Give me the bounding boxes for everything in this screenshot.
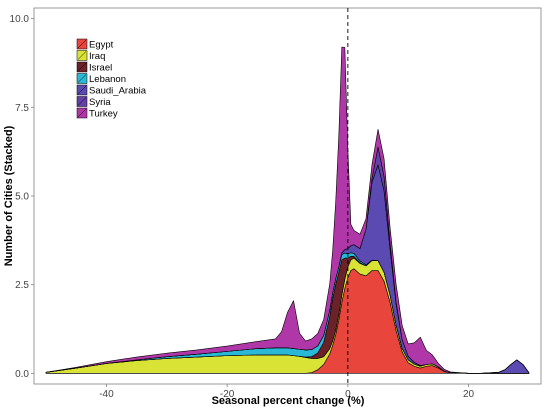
legend-label-syria: Syria <box>89 97 111 108</box>
x-tick-label: 0 <box>345 389 351 400</box>
x-axis-title: Seasonal percent change (%) <box>212 395 365 407</box>
legend-swatch-slash <box>77 51 87 60</box>
y-tick-label: 5.0 <box>15 192 29 203</box>
legend-label-iraq: Iraq <box>89 51 105 62</box>
series-areas <box>45 46 530 374</box>
legend-swatch-slash <box>77 62 87 72</box>
y-tick-label: 0.0 <box>15 369 29 380</box>
area-turkey <box>45 46 530 374</box>
y-axis: 0.0 2.5 5.0 7.5 10.0 <box>10 14 34 380</box>
legend: EgyptIraqIsraelLebanonSaudi_ArabiaSyriaT… <box>76 38 147 120</box>
y-tick-label: 10.0 <box>10 14 30 25</box>
y-tick-label: 7.5 <box>15 103 29 114</box>
x-tick-label: -20 <box>220 389 235 400</box>
x-tick-label: 20 <box>463 389 475 400</box>
legend-label-egypt: Egypt <box>89 40 114 51</box>
legend-label-lebanon: Lebanon <box>89 74 126 85</box>
legend-swatch-slash <box>77 97 87 106</box>
y-tick-label: 2.5 <box>15 280 29 291</box>
legend-label-saudi-arabia: Saudi_Arabia <box>89 86 147 97</box>
x-tick-label: -40 <box>99 389 114 400</box>
legend-label-israel: Israel <box>89 63 112 74</box>
x-axis: -40 -20 0 20 <box>99 384 475 400</box>
y-axis-title: Number of Cities (Stacked) <box>3 125 15 266</box>
legend-swatch-slash <box>77 74 87 83</box>
legend-swatch-slash <box>77 85 87 95</box>
legend-label-turkey: Turkey <box>89 109 118 120</box>
legend-swatch-slash <box>77 39 87 49</box>
legend-swatch-slash <box>77 108 87 118</box>
